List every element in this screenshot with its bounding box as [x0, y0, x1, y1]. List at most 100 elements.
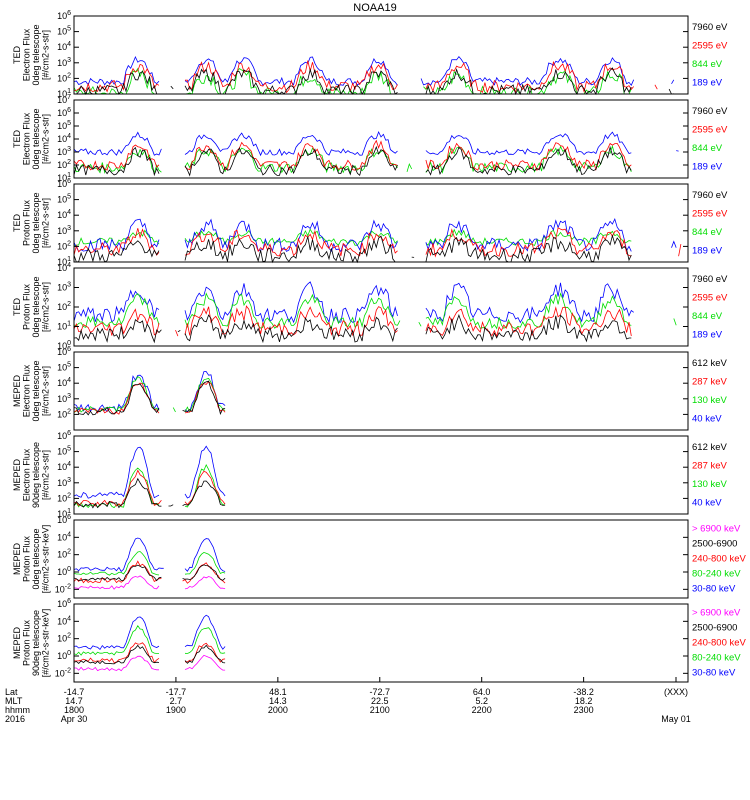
legend-entry: 612 keV: [692, 358, 728, 369]
y-tick-label: 104: [57, 41, 71, 52]
series-green: [74, 69, 681, 94]
y-tick-label: 103: [57, 57, 71, 68]
y-tick-label: 102: [57, 159, 71, 170]
y-tick-label: 102: [57, 301, 71, 312]
y-tick-label: 103: [57, 282, 71, 293]
series-black: [74, 147, 686, 175]
legend-entry: 2500-6900: [692, 538, 737, 549]
y-tick-label: 106: [57, 514, 71, 525]
y-tick-label: 105: [57, 362, 71, 373]
y-tick-label: 105: [57, 194, 71, 205]
y-axis-label: MEPEDProton Flux90deg telescope[#/cm2-s-…: [12, 609, 51, 678]
y-tick-label: 103: [57, 146, 71, 157]
legend-entry: 30-80 keV: [692, 667, 736, 678]
y-tick-label: 104: [57, 615, 71, 626]
y-tick-label: 107: [57, 94, 71, 105]
legend-entry: 40 keV: [692, 498, 722, 509]
y-tick-label: 100: [57, 566, 71, 577]
y-tick-label: 106: [57, 107, 71, 118]
panel-frame: [73, 99, 689, 179]
legend-entry: 189 eV: [692, 162, 723, 173]
x-tick-label: May 01: [661, 714, 691, 724]
series-red: [73, 469, 226, 507]
y-axis-label: TEDProton Flux0deg telescope[#/cm2-s-str…: [12, 276, 51, 337]
series-magenta: [74, 654, 226, 672]
x-row-label: MLT: [5, 696, 23, 706]
x-tick-label: 18.2: [575, 696, 593, 706]
legend-entry: 844 eV: [692, 143, 723, 154]
y-tick-label: 104: [57, 209, 71, 220]
y-tick-label: 105: [57, 446, 71, 457]
x-tick-label: -72.7: [370, 687, 391, 697]
panel-3: 101 102 103 104 105 106 TEDProton Flux0deg tel…: [12, 178, 728, 267]
x-tick-label: 2000: [268, 705, 288, 715]
y-tick-label: 102: [57, 72, 71, 83]
series-green: [73, 376, 226, 413]
y-tick-label: 102: [57, 408, 71, 419]
legend-entry: 2595 eV: [692, 293, 728, 304]
series-blue: [73, 281, 634, 324]
series-magenta: [73, 575, 226, 590]
y-tick-label: 106: [57, 598, 71, 609]
panel-frame: [73, 435, 689, 515]
y-tick-label: 100: [57, 340, 71, 351]
y-tick-label: 101: [57, 321, 71, 332]
legend-entry: 80-240 keV: [692, 568, 741, 579]
x-tick-label: 2100: [370, 705, 390, 715]
panel-8: 10-2 100 102 104 106 MEPEDProton Flux90deg te…: [12, 598, 747, 683]
legend-entry: 130 keV: [692, 479, 728, 490]
panel-frame: [73, 519, 689, 599]
legend-entry: 612 keV: [692, 442, 728, 453]
y-axis-label: TEDElectron Flux0deg telescope[#/cm2-s-s…: [12, 108, 51, 169]
series-blue: [73, 371, 226, 413]
panel-4: 100 101 102 103 104 TEDProton Flux0deg telesc…: [12, 262, 728, 351]
y-tick-label: 106: [57, 178, 71, 189]
panel-5: 102 103 104 105 106 MEPEDElectron Flux0deg te…: [12, 346, 728, 431]
x-tick-label: 2.7: [170, 696, 183, 706]
y-tick-label: 106: [57, 430, 71, 441]
series-black: [73, 380, 226, 416]
panel-frame: [73, 351, 689, 431]
x-tick-label: 14.3: [269, 696, 287, 706]
series-blue: [73, 130, 679, 157]
y-tick-label: 101: [57, 88, 71, 99]
y-axis-label: TEDElectron Flux0deg telescope[#/cm2-s-s…: [12, 24, 51, 85]
y-tick-label: 10-2: [55, 667, 71, 678]
y-axis-label: MEPEDProton Flux0deg telescope[#/cm2-s-s…: [12, 525, 51, 594]
legend-entry: 2595 eV: [692, 209, 728, 220]
x-tick-label: 2200: [472, 705, 492, 715]
y-tick-label: 105: [57, 120, 71, 131]
legend-entry: 7960 eV: [692, 22, 728, 33]
series-black: [73, 477, 226, 509]
panel-frame: [73, 603, 689, 683]
legend-entry: > 6900 keV: [692, 523, 741, 534]
y-tick-label: 104: [57, 531, 71, 542]
y-tick-label: 100: [57, 650, 71, 661]
y-tick-label: 101: [57, 508, 71, 519]
legend-entry: 40 keV: [692, 414, 722, 425]
legend-entry: 7960 eV: [692, 106, 728, 117]
y-axis-label: TEDProton Flux0deg telescope[#/cm2-s-str…: [12, 192, 51, 253]
x-tick-label: -17.7: [166, 687, 187, 697]
series-green: [73, 551, 226, 576]
series-blue: [73, 537, 226, 573]
legend-entry: 844 eV: [692, 227, 723, 238]
legend-entry: 7960 eV: [692, 190, 728, 201]
y-tick-label: 102: [57, 240, 71, 251]
legend-entry: 240-800 keV: [692, 637, 747, 648]
legend-entry: 7960 eV: [692, 274, 728, 285]
y-tick-label: 104: [57, 377, 71, 388]
y-tick-label: 103: [57, 477, 71, 488]
legend-entry: 287 keV: [692, 461, 728, 472]
y-tick-label: 104: [57, 133, 71, 144]
y-tick-label: 102: [57, 492, 71, 503]
legend-entry: 189 eV: [692, 246, 723, 257]
x-row-label: Lat: [5, 687, 18, 697]
legend-entry: 2595 eV: [692, 41, 728, 52]
series-green: [73, 625, 226, 656]
x-tick-label: 48.1: [269, 687, 287, 697]
series-black: [73, 564, 226, 582]
panel-frame: [73, 15, 689, 95]
series-blue: [73, 218, 677, 253]
